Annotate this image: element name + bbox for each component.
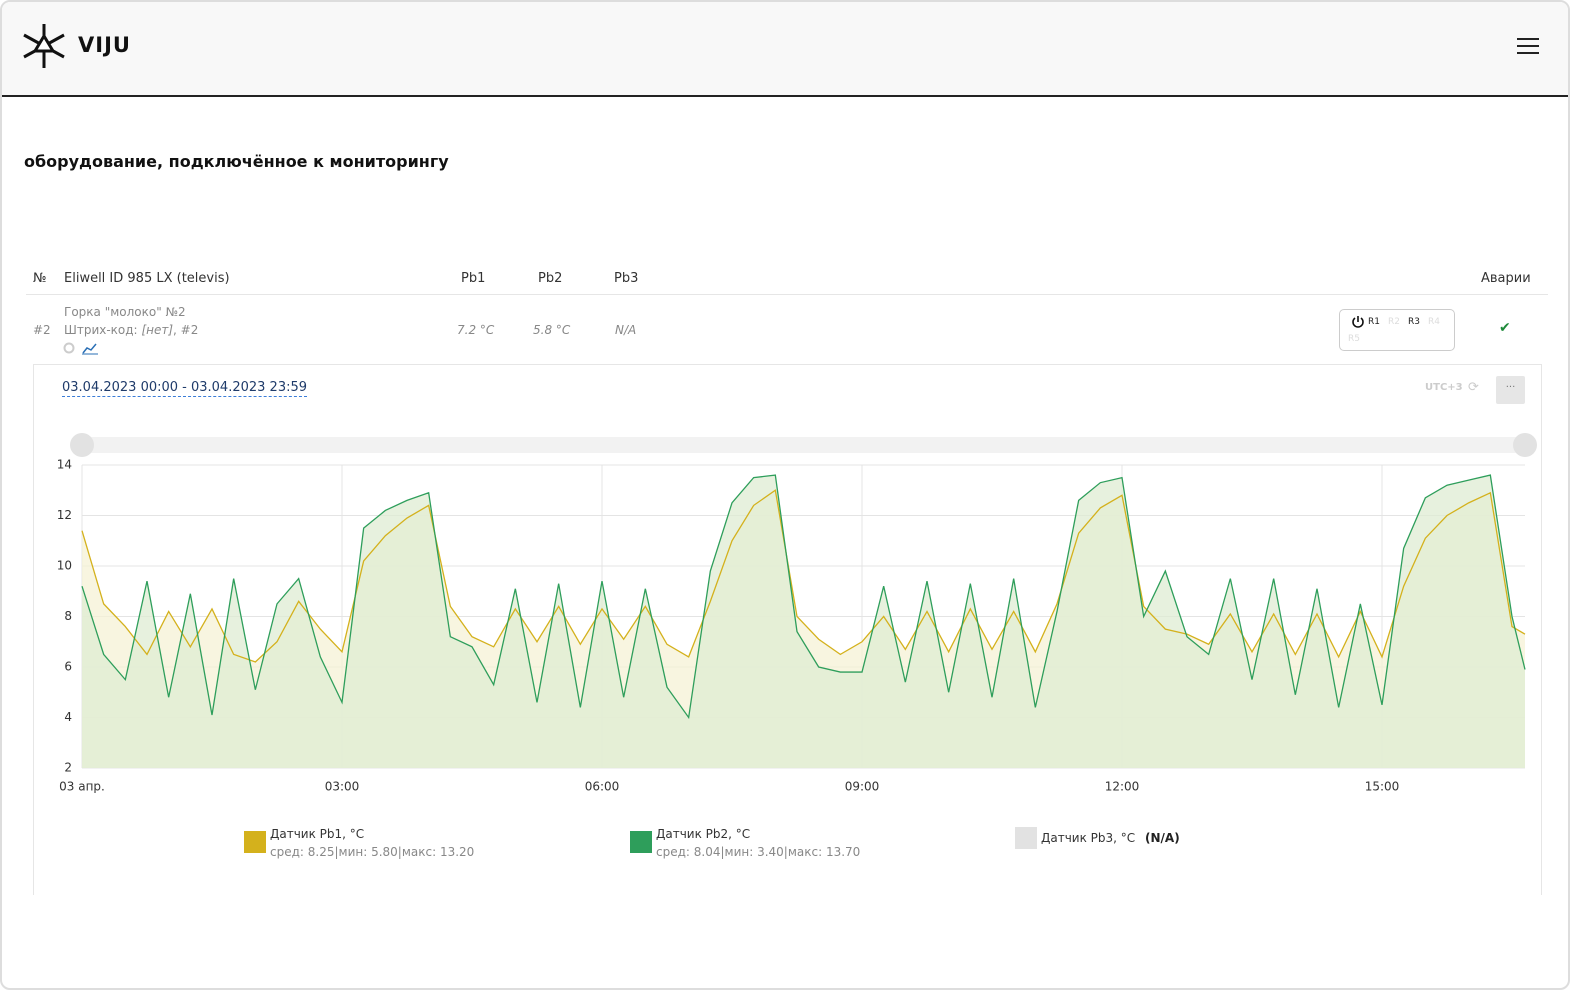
range-handle[interactable] bbox=[1513, 433, 1537, 457]
legend-stats: сред: 8.25|мин: 5.80|макс: 13.20 bbox=[270, 845, 474, 859]
legend-swatch bbox=[244, 831, 266, 853]
legend-name: Датчик Pb1, °C bbox=[270, 827, 364, 841]
y-tick-label: 10 bbox=[57, 559, 72, 573]
legend-name: Датчик Pb3, °C bbox=[1041, 831, 1135, 845]
legend-name: Датчик Pb2, °C bbox=[656, 827, 750, 841]
legend-swatch bbox=[630, 831, 652, 853]
y-tick-label: 6 bbox=[64, 660, 72, 674]
legend-stats: сред: 8.04|мин: 3.40|макс: 13.70 bbox=[656, 845, 860, 859]
legend-swatch bbox=[1015, 827, 1037, 849]
y-tick-label: 2 bbox=[64, 761, 72, 775]
x-tick-label: 15:00 bbox=[1365, 780, 1400, 794]
y-tick-label: 8 bbox=[64, 609, 72, 623]
series-area bbox=[82, 475, 1525, 768]
x-tick-label: 12:00 bbox=[1105, 780, 1140, 794]
range-slider[interactable] bbox=[82, 437, 1525, 453]
x-tick-label: 09:00 bbox=[845, 780, 880, 794]
x-tick-label: 03:00 bbox=[325, 780, 360, 794]
y-tick-label: 4 bbox=[64, 710, 72, 724]
x-tick-label: 06:00 bbox=[585, 780, 620, 794]
y-tick-label: 12 bbox=[57, 508, 72, 522]
range-handle[interactable] bbox=[70, 433, 94, 457]
y-tick-label: 14 bbox=[57, 458, 72, 472]
legend-status: (N/A) bbox=[1145, 831, 1180, 845]
x-tick-label: 03 апр. bbox=[59, 780, 105, 794]
